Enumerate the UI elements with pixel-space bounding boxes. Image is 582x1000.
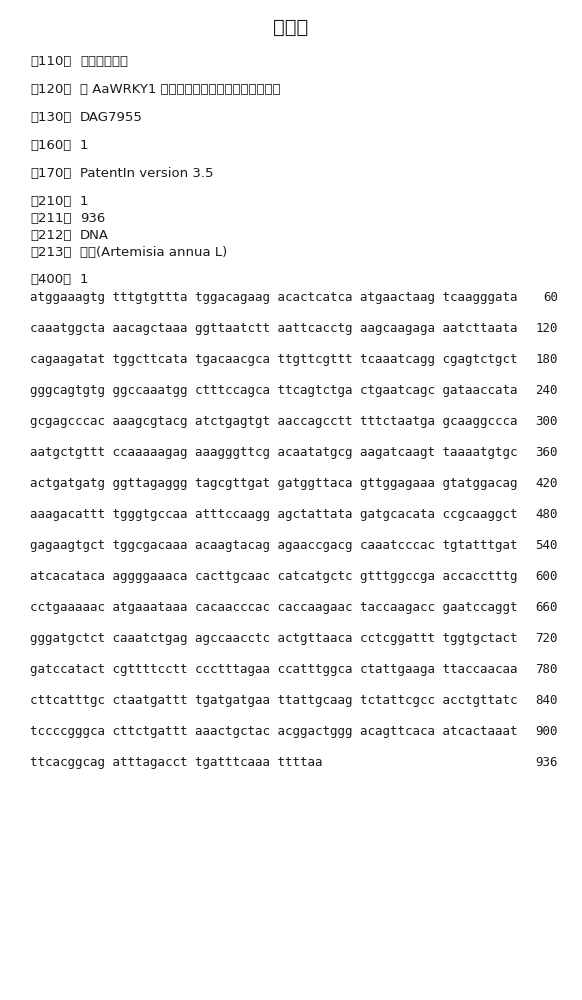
- Text: aatgctgttt ccaaaaagag aaagggttcg acaatatgcg aagatcaagt taaaatgtgc: aatgctgttt ccaaaaagag aaagggttcg acaatat…: [30, 446, 517, 459]
- Text: PatentIn version 3.5: PatentIn version 3.5: [80, 167, 214, 180]
- Text: 120: 120: [535, 322, 558, 335]
- Text: 900: 900: [535, 725, 558, 738]
- Text: gcgagcccac aaagcgtacg atctgagtgt aaccagcctt tttctaatga gcaaggccca: gcgagcccac aaagcgtacg atctgagtgt aaccagc…: [30, 415, 517, 428]
- Text: 1: 1: [80, 273, 88, 286]
- Text: 300: 300: [535, 415, 558, 428]
- Text: 540: 540: [535, 539, 558, 552]
- Text: 420: 420: [535, 477, 558, 490]
- Text: cctgaaaaac atgaaataaa cacaacccac caccaagaac taccaagacc gaatccaggt: cctgaaaaac atgaaataaa cacaacccac caccaag…: [30, 601, 517, 614]
- Text: 840: 840: [535, 694, 558, 707]
- Text: ttcacggcag atttagacct tgatttcaaa ttttaa: ttcacggcag atttagacct tgatttcaaa ttttaa: [30, 756, 322, 769]
- Text: 60: 60: [543, 291, 558, 304]
- Text: cagaagatat tggcttcata tgacaacgca ttgttcgttt tcaaatcagg cgagtctgct: cagaagatat tggcttcata tgacaacgca ttgttcg…: [30, 353, 517, 366]
- Text: 〈160〉: 〈160〉: [30, 139, 71, 152]
- Text: cttcatttgc ctaatgattt tgatgatgaa ttattgcaag tctattcgcc acctgttatc: cttcatttgc ctaatgattt tgatgatgaa ttattgc…: [30, 694, 517, 707]
- Text: 720: 720: [535, 632, 558, 645]
- Text: 240: 240: [535, 384, 558, 397]
- Text: 〈120〉: 〈120〉: [30, 83, 72, 96]
- Text: 青蜇(Artemisia annua L): 青蜇(Artemisia annua L): [80, 246, 227, 259]
- Text: 〈212〉: 〈212〉: [30, 229, 72, 242]
- Text: DAG7955: DAG7955: [80, 111, 143, 124]
- Text: actgatgatg ggttagaggg tagcgttgat gatggttaca gttggagaaa gtatggacag: actgatgatg ggttagaggg tagcgttgat gatggtt…: [30, 477, 517, 490]
- Text: gggatgctct caaatctgag agccaacctc actgttaaca cctcggattt tggtgctact: gggatgctct caaatctgag agccaacctc actgtta…: [30, 632, 517, 645]
- Text: 〈130〉: 〈130〉: [30, 111, 72, 124]
- Text: 〈213〉: 〈213〉: [30, 246, 72, 259]
- Text: aaagacattt tgggtgccaa atttccaagg agctattata gatgcacata ccgcaaggct: aaagacattt tgggtgccaa atttccaagg agctatt…: [30, 508, 517, 521]
- Text: 480: 480: [535, 508, 558, 521]
- Text: 936: 936: [535, 756, 558, 769]
- Text: gatccatact cgttttcctt ccctttagaa ccatttggca ctattgaaga ttaccaacaa: gatccatact cgttttcctt ccctttagaa ccatttg…: [30, 663, 517, 676]
- Text: 上海交通大学: 上海交通大学: [80, 55, 128, 68]
- Text: 660: 660: [535, 601, 558, 614]
- Text: 转 AaWRKY1 基因提高青蜇中青蜇素含量的方法: 转 AaWRKY1 基因提高青蜇中青蜇素含量的方法: [80, 83, 281, 96]
- Text: DNA: DNA: [80, 229, 109, 242]
- Text: 〈211〉: 〈211〉: [30, 212, 72, 225]
- Text: gagaagtgct tggcgacaaa acaagtacag agaaccgacg caaatcccac tgtatttgat: gagaagtgct tggcgacaaa acaagtacag agaaccg…: [30, 539, 517, 552]
- Text: 780: 780: [535, 663, 558, 676]
- Text: 〈400〉: 〈400〉: [30, 273, 71, 286]
- Text: 360: 360: [535, 446, 558, 459]
- Text: 〈170〉: 〈170〉: [30, 167, 72, 180]
- Text: 〈210〉: 〈210〉: [30, 195, 72, 208]
- Text: 936: 936: [80, 212, 105, 225]
- Text: gggcagtgtg ggccaaatgg ctttccagca ttcagtctga ctgaatcagc gataaccata: gggcagtgtg ggccaaatgg ctttccagca ttcagtc…: [30, 384, 517, 397]
- Text: atggaaagtg tttgtgttta tggacagaag acactcatca atgaactaag tcaagggata: atggaaagtg tttgtgttta tggacagaag acactca…: [30, 291, 517, 304]
- Text: 〈110〉: 〈110〉: [30, 55, 72, 68]
- Text: 序列表: 序列表: [274, 18, 308, 37]
- Text: 180: 180: [535, 353, 558, 366]
- Text: 600: 600: [535, 570, 558, 583]
- Text: tccccgggca cttctgattt aaactgctac acggactggg acagttcaca atcactaaat: tccccgggca cttctgattt aaactgctac acggact…: [30, 725, 517, 738]
- Text: 1: 1: [80, 139, 88, 152]
- Text: atcacataca aggggaaaca cacttgcaac catcatgctc gtttggccga accacctttg: atcacataca aggggaaaca cacttgcaac catcatg…: [30, 570, 517, 583]
- Text: caaatggcta aacagctaaa ggttaatctt aattcacctg aagcaagaga aatcttaata: caaatggcta aacagctaaa ggttaatctt aattcac…: [30, 322, 517, 335]
- Text: 1: 1: [80, 195, 88, 208]
